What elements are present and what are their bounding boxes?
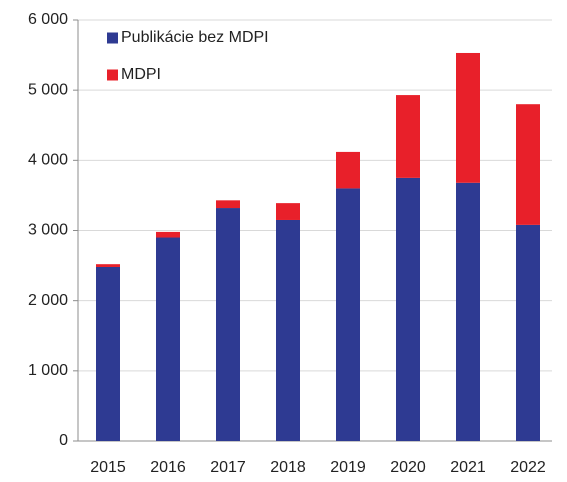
x-tick-label: 2022 — [510, 459, 546, 476]
bar-segment — [156, 231, 180, 238]
bar-segment — [516, 104, 540, 225]
bar-segment — [336, 188, 360, 441]
y-tick-label: 0 — [59, 432, 68, 449]
x-tick-label: 2016 — [150, 459, 186, 476]
bar-segment — [456, 182, 480, 441]
bar-segment — [516, 224, 540, 441]
y-tick-label: 4 000 — [28, 152, 68, 169]
bar-segment — [96, 264, 120, 267]
y-tick-label: 5 000 — [28, 81, 68, 98]
bar-segment — [216, 208, 240, 441]
x-tick-label: 2020 — [390, 459, 426, 476]
x-tick-label: 2018 — [270, 459, 306, 476]
bar-segment — [336, 151, 360, 189]
bar-segment — [276, 203, 300, 220]
x-tick-label: 2015 — [90, 459, 126, 476]
y-tick-label: 3 000 — [28, 222, 68, 239]
legend-label: Publikácie bez MDPI — [121, 29, 269, 46]
legend-swatch — [107, 69, 118, 81]
bar-segment — [216, 200, 240, 209]
y-tick-label: 6 000 — [28, 11, 68, 28]
bar-segment — [396, 177, 420, 441]
bar-segment — [396, 95, 420, 178]
bar-segment — [96, 266, 120, 441]
x-tick-label: 2019 — [330, 459, 366, 476]
legend-label: MDPI — [121, 66, 161, 83]
legend-swatch — [107, 32, 118, 44]
bar-segment — [456, 52, 480, 183]
x-tick-label: 2017 — [210, 459, 246, 476]
bar-segment — [276, 219, 300, 441]
x-tick-label: 2021 — [450, 459, 486, 476]
y-tick-label: 2 000 — [28, 292, 68, 309]
y-tick-label: 1 000 — [28, 362, 68, 379]
bar-segment — [156, 237, 180, 441]
